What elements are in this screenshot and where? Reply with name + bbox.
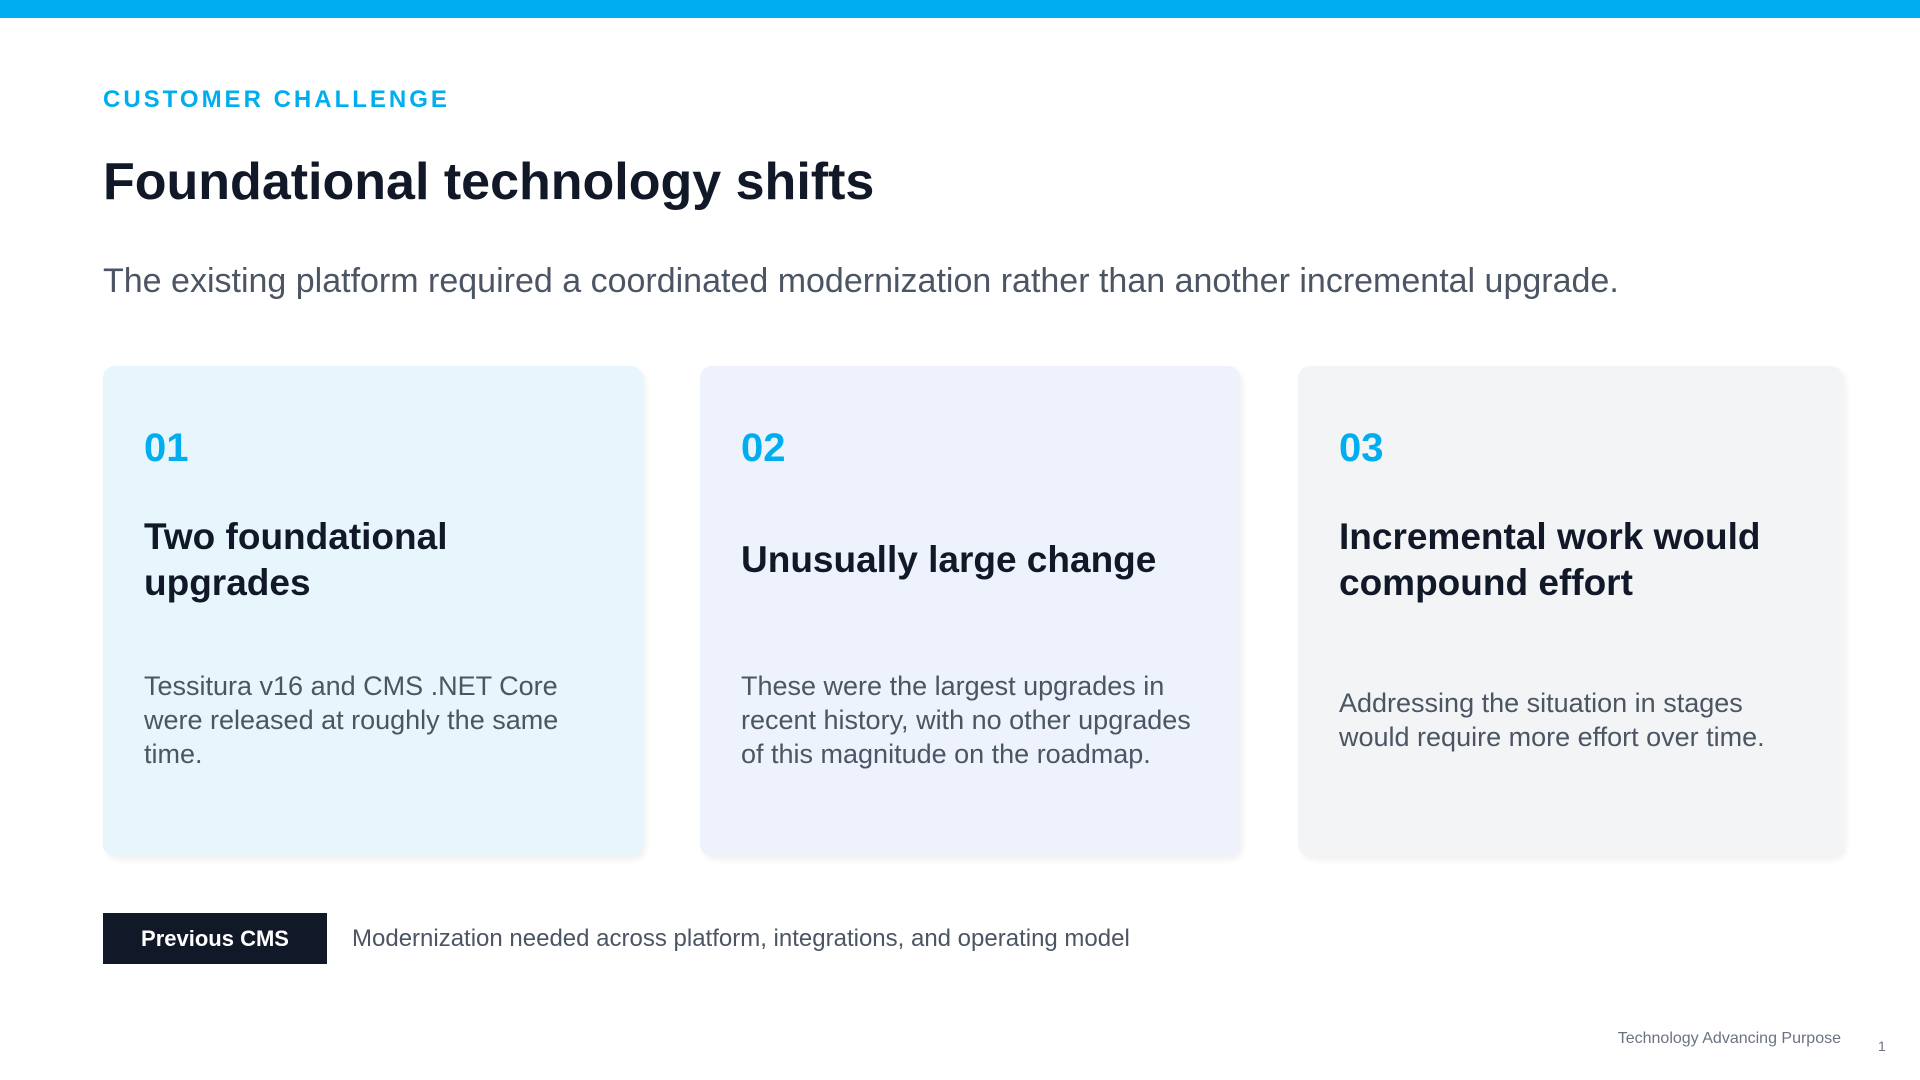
page-title: Foundational technology shifts [103, 153, 875, 211]
section-eyebrow: CUSTOMER CHALLENGE [103, 86, 450, 113]
card-heading: Incremental work would compound effort [1339, 516, 1761, 603]
page-subtitle: The existing platform required a coordin… [103, 262, 1619, 300]
card-number: 01 [144, 426, 189, 470]
card-body: These were the largest upgrades in recen… [741, 671, 1191, 769]
card-body: Tessitura v16 and CMS .NET Core were rel… [144, 671, 559, 769]
challenge-cards: 01 Two foundational upgrades Tessitura v… [103, 366, 1843, 860]
challenge-card-3: 03 Incremental work would compound effor… [1298, 366, 1843, 856]
top-accent-bar [0, 0, 1920, 18]
card-number: 03 [1339, 426, 1384, 470]
card-number: 02 [741, 426, 786, 470]
page-number: 1 [1878, 1038, 1886, 1054]
brand-tagline: Technology Advancing Purpose [1617, 1030, 1841, 1047]
card-heading: Unusually large change [741, 539, 1157, 580]
card-body: Addressing the situation in stages would… [1339, 688, 1765, 752]
previous-cms-label: Previous CMS [103, 913, 327, 964]
challenge-card-2: 02 Unusually large change These were the… [700, 366, 1240, 856]
challenge-card-1: 01 Two foundational upgrades Tessitura v… [103, 366, 643, 856]
card-heading: Two foundational upgrades [144, 516, 448, 603]
footer-description: Modernization needed across platform, in… [352, 925, 1130, 952]
